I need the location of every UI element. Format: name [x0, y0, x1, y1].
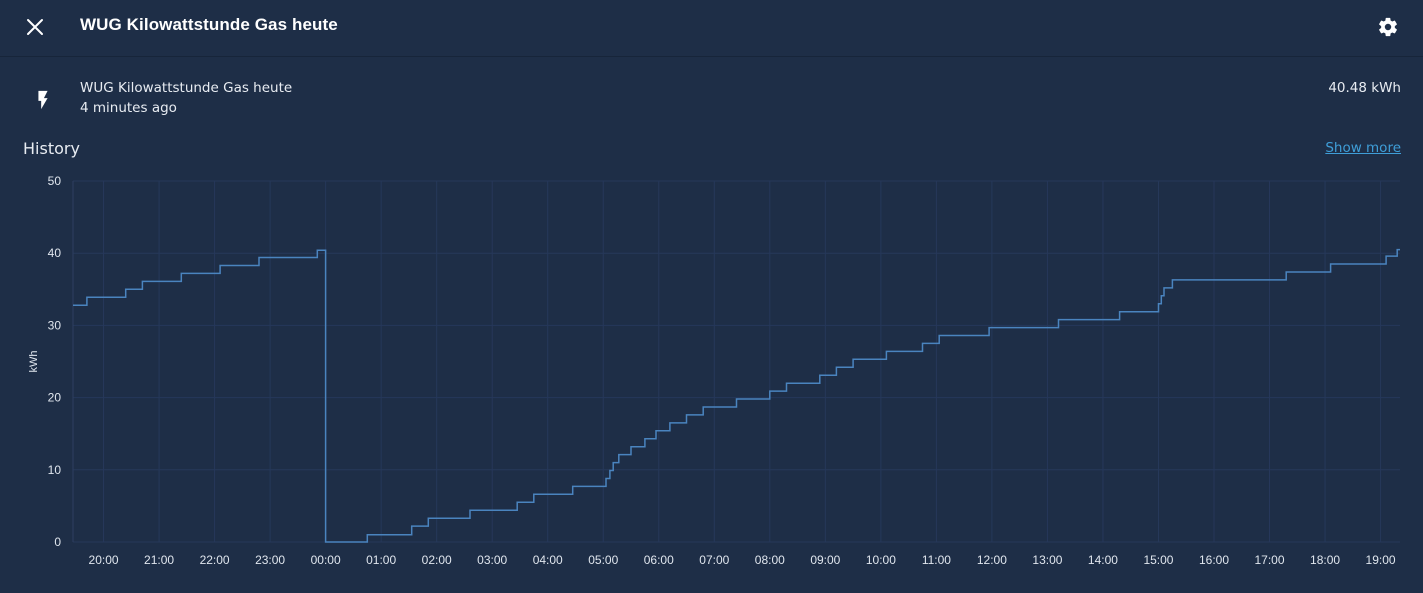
x-tick-label: 01:00 — [366, 553, 396, 567]
dialog-header: WUG Kilowattstunde Gas heute — [0, 0, 1423, 57]
entity-name: WUG Kilowattstunde Gas heute — [80, 80, 293, 96]
y-tick-label: 30 — [48, 318, 62, 332]
x-tick-label: 04:00 — [533, 553, 563, 567]
y-tick-label: 50 — [48, 174, 62, 188]
entity-state: 40.48 kWh — [1328, 80, 1401, 96]
x-tick-label: 14:00 — [1088, 553, 1118, 567]
settings-button[interactable] — [1373, 12, 1403, 42]
x-tick-label: 15:00 — [1143, 553, 1173, 567]
x-tick-label: 12:00 — [977, 553, 1007, 567]
close-icon — [27, 19, 43, 35]
x-tick-label: 03:00 — [477, 553, 507, 567]
x-tick-label: 07:00 — [699, 553, 729, 567]
history-chart: 0 10 20 30 40 50 20:00 21:00 22:00 23:00 00:00 01:0… — [28, 174, 1400, 567]
show-more-link[interactable]: Show more — [1325, 140, 1401, 156]
x-tick-label: 18:00 — [1310, 553, 1340, 567]
x-tick-label: 06:00 — [644, 553, 674, 567]
y-tick-label: 20 — [48, 391, 62, 405]
x-tick-label: 20:00 — [89, 553, 119, 567]
history-title: History — [23, 139, 80, 158]
x-tick-label: 02:00 — [422, 553, 452, 567]
x-tick-label: 19:00 — [1366, 553, 1396, 567]
dialog-title: WUG Kilowattstunde Gas heute — [80, 15, 338, 34]
x-tick-label: 13:00 — [1032, 553, 1062, 567]
close-button[interactable] — [20, 12, 50, 42]
x-tick-label: 22:00 — [200, 553, 230, 567]
y-tick-label: 0 — [54, 535, 61, 549]
x-tick-label: 05:00 — [588, 553, 618, 567]
y-tick-label: 40 — [48, 246, 62, 260]
x-tick-label: 10:00 — [866, 553, 896, 567]
series-line — [73, 248, 1400, 543]
x-tick-label: 08:00 — [755, 553, 785, 567]
x-tick-label: 16:00 — [1199, 553, 1229, 567]
x-tick-label: 09:00 — [810, 553, 840, 567]
y-axis-label: kWh — [28, 351, 40, 373]
x-tick-label: 11:00 — [922, 553, 951, 567]
gear-icon — [1379, 17, 1397, 37]
x-tick-label: 00:00 — [311, 553, 341, 567]
x-tick-label: 17:00 — [1255, 553, 1285, 567]
x-tick-label: 21:00 — [144, 553, 174, 567]
y-tick-label: 10 — [48, 463, 62, 477]
x-tick-label: 23:00 — [255, 553, 285, 567]
entity-last-changed: 4 minutes ago — [80, 100, 177, 116]
flash-icon — [38, 90, 48, 110]
entity-row: WUG Kilowattstunde Gas heute 4 minutes a… — [0, 76, 1423, 120]
